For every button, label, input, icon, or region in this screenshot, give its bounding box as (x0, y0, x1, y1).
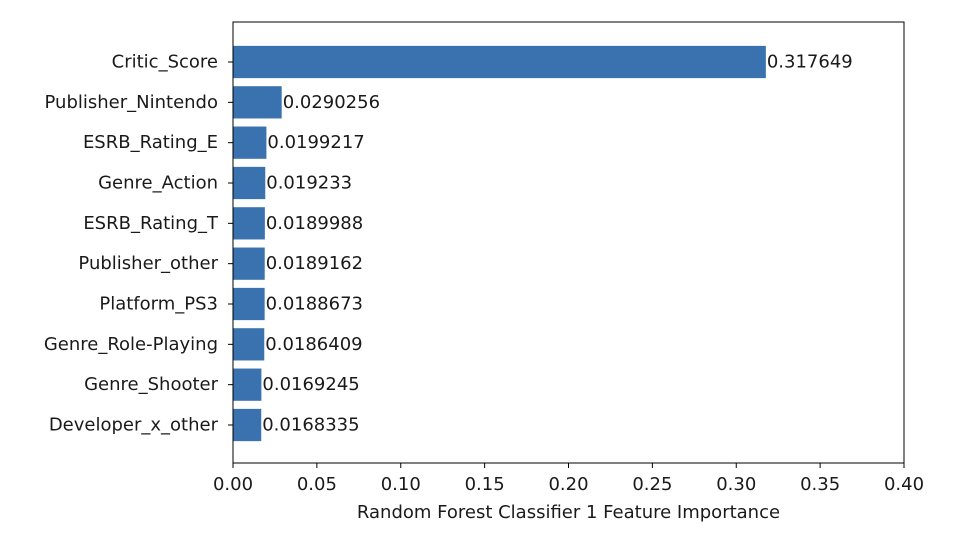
x-tick-label: 0.25 (632, 474, 672, 495)
bar-value-label: 0.0188673 (266, 294, 363, 315)
bar-value-label: 0.0189988 (266, 213, 363, 234)
x-tick-label: 0.40 (884, 474, 924, 495)
x-tick-label: 0.20 (548, 474, 588, 495)
y-tick-label: ESRB_Rating_E (83, 132, 218, 153)
bar-esrb-rating-t (233, 207, 265, 240)
bars-layer (233, 45, 766, 442)
x-tick-label: 0.00 (213, 474, 253, 495)
bar-value-label: 0.0290256 (283, 92, 380, 113)
bar-value-label: 0.0168335 (262, 415, 359, 436)
x-tick-label: 0.35 (800, 474, 840, 495)
y-tick-label: Publisher_Nintendo (45, 92, 219, 113)
bar-platform-ps3 (233, 287, 265, 321)
x-tick-label: 0.10 (381, 474, 421, 495)
bar-value-label: 0.0199217 (267, 132, 364, 153)
y-tick-label: Critic_Score (112, 52, 218, 73)
y-tick-label: Platform_PS3 (99, 294, 218, 315)
data-labels-layer: 0.317649 0.0290256 0.0199217 0.019233 0.0189… (262, 52, 853, 436)
bar-publisher-nintendo (233, 86, 282, 119)
bar-value-label: 0.0169245 (262, 374, 359, 395)
y-tick-label: ESRB_Rating_T (83, 213, 219, 234)
bar-genre-action (233, 166, 266, 200)
bar-developer-x-other (233, 408, 262, 442)
y-tick-label: Developer_x_other (49, 415, 219, 436)
y-tick-label: Genre_Action (98, 173, 218, 194)
bar-genre-shooter (233, 368, 262, 401)
y-axis: Critic_Score Publisher_Nintendo ESRB_Ratin… (44, 52, 233, 436)
x-axis-title: Random Forest Classifier 1 Feature Impor… (357, 502, 780, 523)
plot-area-frame (232, 21, 905, 464)
x-tick-label: 0.15 (465, 474, 505, 495)
bar-value-label: 0.0186409 (265, 334, 362, 355)
bar-genre-role-playing (233, 328, 265, 361)
bar-publisher-other (233, 247, 265, 280)
x-tick-label: 0.30 (716, 474, 756, 495)
x-axis: 0.00 0.05 0.10 0.15 0.20 0.25 0.30 0.35 0.40 (213, 463, 924, 495)
bar-value-label: 0.317649 (767, 52, 853, 73)
bar-value-label: 0.0189162 (266, 253, 363, 274)
y-tick-label: Genre_Shooter (84, 374, 219, 395)
y-tick-label: Publisher_other (78, 253, 218, 274)
y-tick-label: Genre_Role-Playing (44, 334, 218, 355)
bar-value-label: 0.019233 (266, 173, 352, 194)
x-tick-label: 0.05 (297, 474, 337, 495)
bar-esrb-rating-e (233, 126, 267, 159)
bar-critic-score (233, 45, 766, 79)
